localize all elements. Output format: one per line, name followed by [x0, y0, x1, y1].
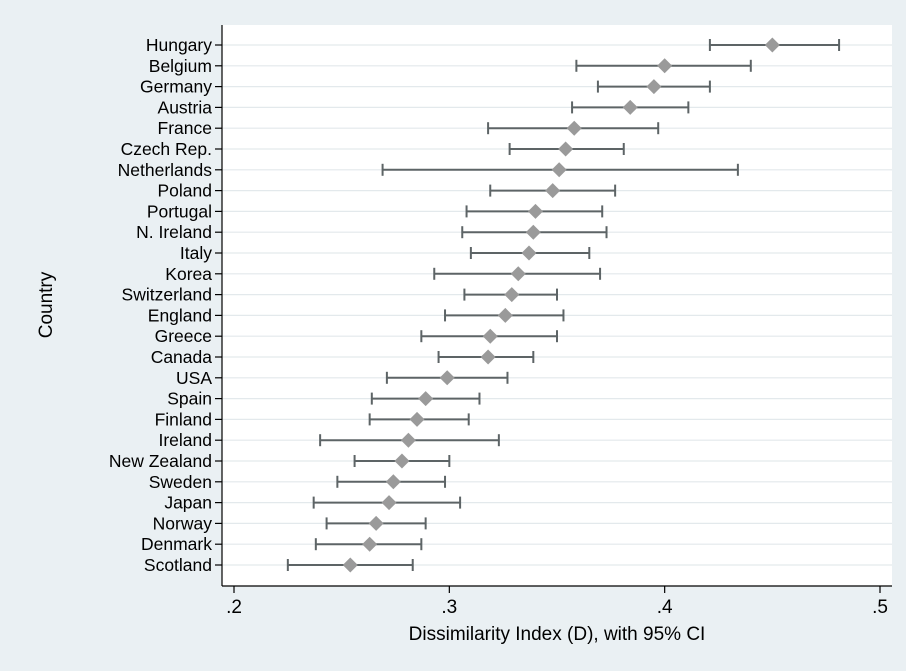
data-point — [385, 474, 401, 490]
y-tick-label: Germany — [140, 77, 212, 97]
y-tick-label: Finland — [155, 409, 212, 429]
y-tick-label: Poland — [158, 181, 213, 201]
y-tick-label: Austria — [158, 97, 213, 117]
y-axis-title: Country — [36, 271, 57, 338]
data-point — [394, 453, 410, 469]
y-tick-label: France — [158, 118, 212, 138]
data-point — [551, 162, 567, 178]
data-point — [409, 411, 425, 427]
data-point — [418, 391, 434, 407]
plot-area — [222, 25, 892, 586]
data-point — [368, 515, 384, 531]
x-axis-title: Dissimilarity Index (D), with 95% CI — [409, 624, 706, 645]
data-point — [504, 287, 520, 303]
y-tick-label: Italy — [180, 243, 212, 263]
data-point — [400, 432, 416, 448]
y-tick-label: Korea — [165, 264, 212, 284]
y-tick-label: USA — [176, 368, 212, 388]
y-tick-label: Czech Rep. — [121, 139, 212, 159]
y-tick-label: Sweden — [149, 472, 212, 492]
x-tick-label: .2 — [226, 597, 242, 618]
data-point — [510, 266, 526, 282]
data-point — [558, 141, 574, 157]
x-tick-label: .3 — [441, 597, 457, 618]
data-point — [545, 183, 561, 199]
x-axis: .2 .3 .4 .5 — [222, 585, 892, 618]
data-point — [482, 328, 498, 344]
y-tick-label: Scotland — [144, 555, 212, 575]
y-tick-label: Switzerland — [122, 285, 212, 305]
y-tick-label: Portugal — [147, 201, 212, 221]
data-point — [497, 307, 513, 323]
y-tick-label: New Zealand — [109, 451, 212, 471]
y-tick-label: Belgium — [149, 56, 212, 76]
data-point — [566, 120, 582, 136]
y-tick-label: Denmark — [141, 534, 212, 554]
y-tick-label: Netherlands — [118, 160, 213, 180]
data-point — [525, 224, 541, 240]
y-axis: HungaryBelgiumGermanyAustriaFranceCzech … — [109, 25, 223, 586]
y-tick-label: N. Ireland — [136, 222, 212, 242]
data-point — [342, 557, 358, 573]
data-point — [381, 495, 397, 511]
data-point — [362, 536, 378, 552]
data-point — [646, 79, 662, 95]
y-tick-label: Japan — [164, 493, 212, 513]
y-tick-label: England — [148, 305, 212, 325]
data-point — [622, 99, 638, 115]
data-point — [439, 370, 455, 386]
y-tick-label: Spain — [167, 389, 212, 409]
data-markers — [342, 37, 780, 573]
y-tick-label: Ireland — [158, 430, 212, 450]
x-tick-label: .4 — [657, 597, 673, 618]
data-point — [764, 37, 780, 53]
data-point — [657, 58, 673, 74]
y-tick-label: Hungary — [146, 35, 212, 55]
data-point — [527, 203, 543, 219]
data-point — [521, 245, 537, 261]
y-tick-label: Greece — [155, 326, 212, 346]
x-tick-label: .5 — [872, 597, 888, 618]
y-tick-label: Norway — [153, 513, 213, 533]
data-point — [480, 349, 496, 365]
y-tick-label: Canada — [151, 347, 213, 367]
